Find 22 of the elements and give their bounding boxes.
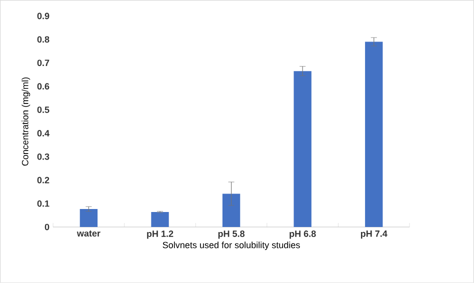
y-tick-label: 0 [44, 224, 50, 230]
x-tick-label: pH 6.8 [290, 230, 316, 239]
y-tick-label: 0.3 [37, 154, 50, 160]
y-tick-label: 0.9 [37, 12, 50, 20]
y-axis-title: Concentration (mg/ml) [22, 77, 30, 166]
y-tick-label: 0.4 [37, 130, 50, 136]
x-axis-title: Solvnets used for solubility studies [162, 242, 300, 250]
y-tick-label: 0.2 [37, 176, 50, 184]
y-tick-label: 0.6 [37, 83, 50, 90]
x-tick-label: pH 1.2 [147, 230, 174, 239]
bar [151, 212, 169, 228]
x-tick-label: pH 7.4 [360, 230, 388, 239]
bar [80, 208, 98, 228]
x-tick-label: pH 5.8 [218, 230, 245, 239]
bar [222, 194, 240, 228]
bar [365, 42, 383, 228]
y-tick-label: 0.7 [37, 60, 50, 66]
y-tick-label: 0.8 [37, 36, 50, 43]
bar [294, 71, 312, 228]
y-tick-label: 0.5 [37, 106, 50, 114]
y-tick-label: 0.1 [37, 200, 50, 207]
x-tick-label: water [76, 230, 100, 237]
